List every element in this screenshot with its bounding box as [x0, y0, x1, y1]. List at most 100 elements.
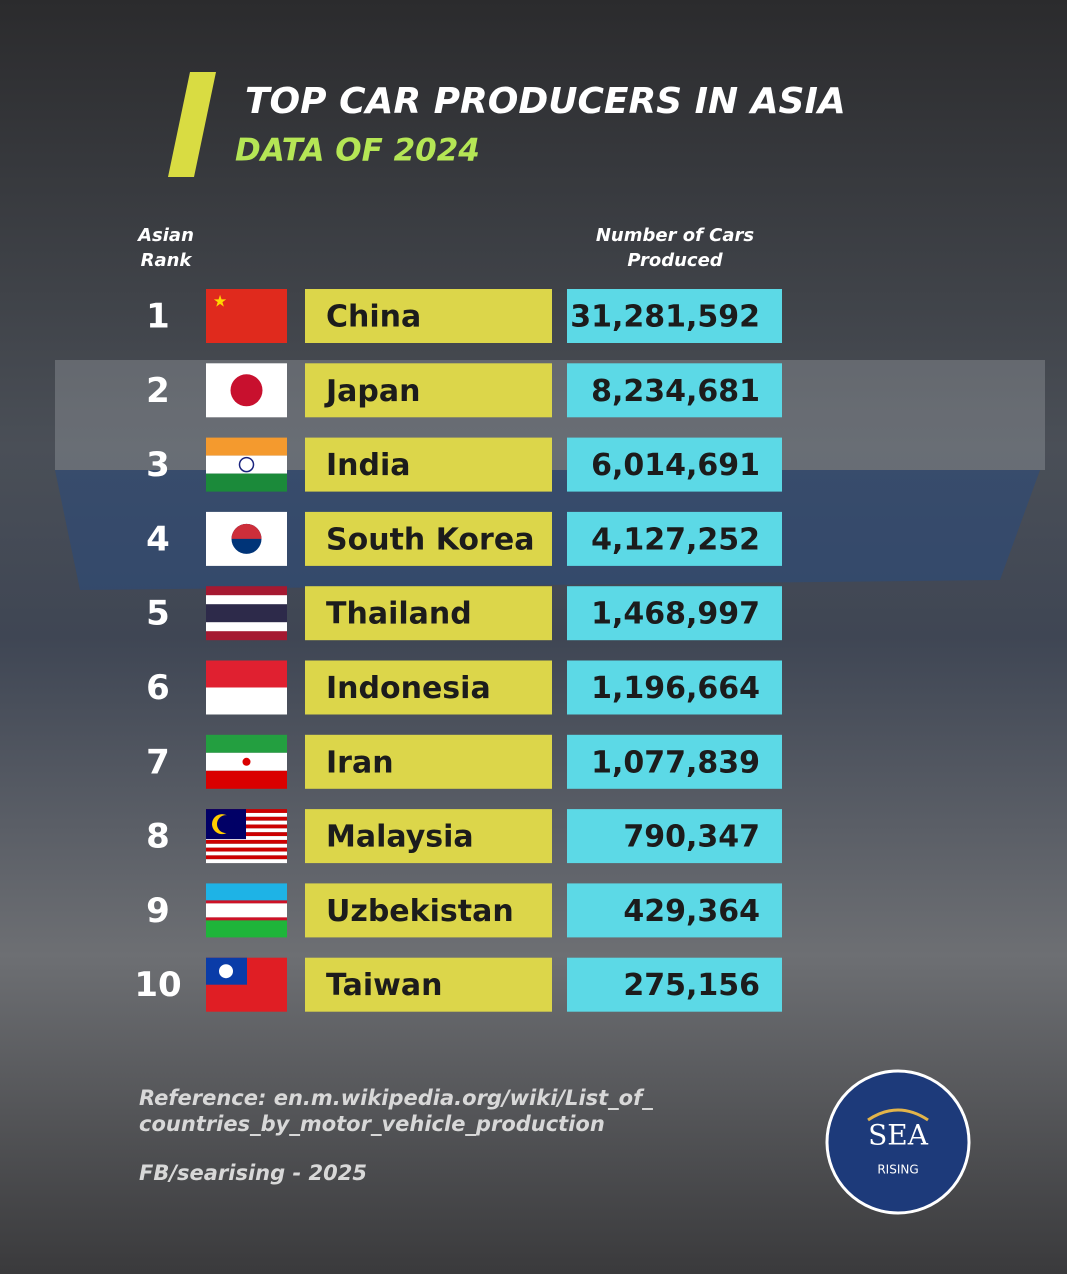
table-row: 5 Thailand 1,468,997 — [146, 586, 782, 641]
column-header: Number of Cars Produced — [596, 225, 755, 271]
flag-part — [206, 816, 287, 821]
country: Malaysia — [326, 820, 474, 855]
value-cell — [567, 511, 782, 566]
flag-part — [206, 770, 287, 789]
country: Taiwan — [326, 968, 442, 1003]
table-row: 8 Malaysia 790,347 — [146, 809, 782, 864]
rank: 2 — [146, 371, 170, 411]
flag — [206, 586, 287, 641]
flag-part — [206, 809, 287, 813]
value-cell — [567, 586, 782, 641]
value-cell — [567, 734, 782, 789]
value-cell — [567, 957, 782, 1012]
rank: 5 — [146, 594, 170, 634]
table-row: 1 ★ China 31,281,592 — [146, 289, 782, 343]
table-row: 4 South Korea 4,127,252 — [146, 511, 782, 566]
flag-part — [206, 900, 287, 904]
title: TOP CAR PRODUCERS IN ASIA — [245, 81, 846, 122]
country-cell — [305, 734, 552, 789]
flag-part — [206, 843, 287, 848]
flag-part — [238, 456, 255, 473]
flag-part — [230, 374, 263, 407]
flag — [206, 734, 287, 789]
reference: countries_by_motor_vehicle_production — [139, 1112, 605, 1136]
flag-part — [206, 859, 287, 864]
logo-arc — [867, 1108, 929, 1122]
rank: 8 — [146, 817, 170, 857]
value: 31,281,592 — [570, 300, 760, 335]
country: Thailand — [326, 597, 472, 632]
value: 1,468,997 — [591, 597, 760, 632]
country: Japan — [324, 374, 420, 409]
table-row: 10 Taiwan 275,156 — [134, 957, 782, 1012]
rank: 6 — [146, 668, 170, 708]
accent-bar — [168, 72, 216, 177]
table-row: 3 India 6,014,691 — [146, 437, 782, 492]
country: Uzbekistan — [326, 894, 514, 929]
country: South Korea — [326, 522, 534, 557]
value-cell — [567, 289, 782, 343]
flag-part — [206, 820, 287, 825]
value-cell — [567, 883, 782, 938]
country-cell — [305, 660, 552, 715]
value-cell — [567, 809, 782, 864]
country-cell — [305, 363, 552, 418]
country: India — [326, 448, 411, 483]
flag-part — [206, 839, 287, 844]
value: 790,347 — [623, 820, 760, 855]
table-row: 6 Indonesia 1,196,664 — [146, 660, 782, 715]
country-cell — [305, 289, 552, 343]
flag-star: ★ — [213, 292, 227, 311]
flag-part — [206, 920, 287, 938]
flag-part — [206, 847, 287, 852]
rank: 4 — [146, 519, 170, 559]
country-cell — [305, 809, 552, 864]
value-cell — [567, 437, 782, 492]
flag-part — [206, 824, 287, 829]
logo-tag: RISING — [877, 1163, 918, 1177]
flag-part — [206, 437, 287, 456]
country-cell — [305, 437, 552, 492]
country: China — [326, 300, 421, 335]
flag-part — [206, 903, 287, 918]
credit: FB/searising - 2025 — [139, 1161, 367, 1185]
value: 1,196,664 — [591, 671, 760, 706]
flag — [206, 957, 287, 1012]
rank: 10 — [134, 965, 181, 1005]
flag-part — [206, 289, 287, 343]
country-cell — [305, 957, 552, 1012]
flag-part — [206, 917, 287, 921]
flag-part — [206, 660, 287, 688]
rank: 1 — [146, 297, 170, 337]
value-cell — [567, 363, 782, 418]
country-cell — [305, 883, 552, 938]
rank: 3 — [146, 445, 170, 485]
subtitle: DATA OF 2024 — [235, 133, 480, 169]
flag: ★ — [206, 289, 287, 343]
flag-part — [206, 851, 287, 856]
value: 6,014,691 — [591, 448, 760, 483]
flag — [206, 883, 287, 938]
flag-part — [206, 832, 287, 837]
country-cell — [305, 586, 552, 641]
flag-part — [231, 523, 262, 539]
value: 8,234,681 — [591, 374, 760, 409]
rank: 7 — [146, 742, 170, 782]
table-row: 9 Uzbekistan 429,364 — [146, 883, 782, 938]
flag-part — [206, 473, 287, 492]
flag-part — [206, 836, 287, 840]
column-header: Asian Rank — [136, 225, 194, 271]
flag-part — [206, 812, 287, 817]
flag — [206, 437, 287, 492]
flag-part — [206, 734, 287, 753]
flag-part — [206, 455, 287, 474]
flag-part — [206, 855, 287, 860]
flag-part — [219, 964, 233, 979]
logo — [825, 1069, 971, 1215]
value: 429,364 — [623, 894, 760, 929]
table-row: 7 Iran 1,077,839 — [146, 734, 782, 789]
value: 4,127,252 — [591, 522, 760, 557]
flag-part — [217, 815, 235, 834]
